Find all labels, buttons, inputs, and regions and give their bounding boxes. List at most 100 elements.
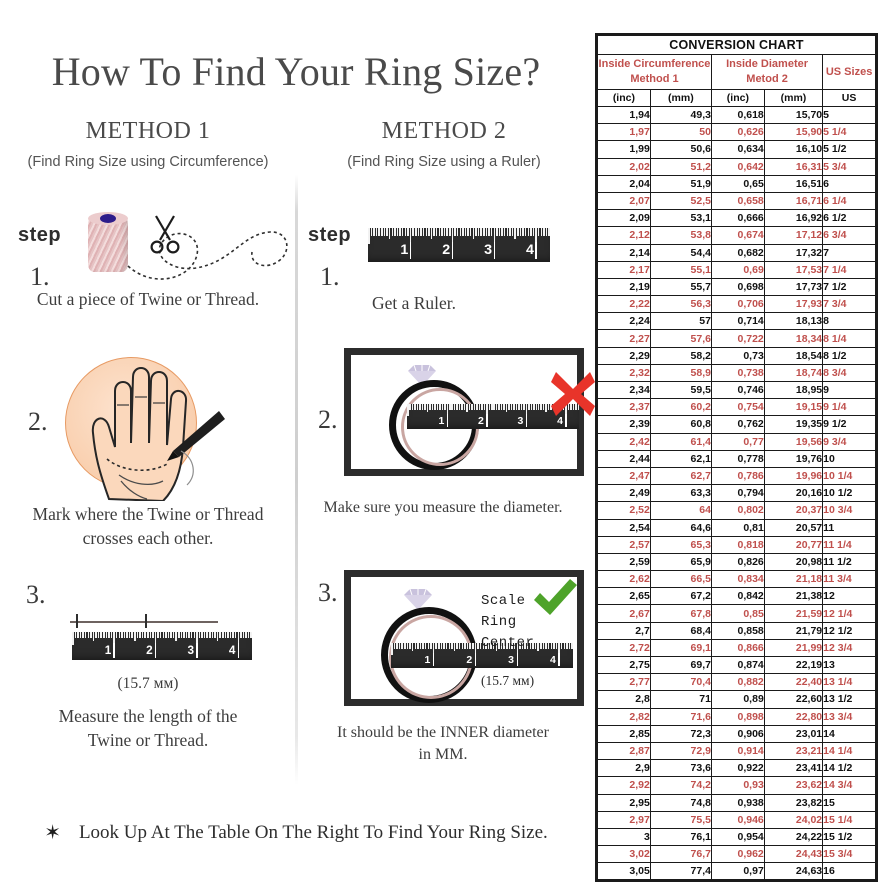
ruler-number: 4	[525, 242, 534, 259]
table-row: 2,72 69,1 0,866 21,99 12 3/4	[597, 638, 876, 658]
table-cell: 0,666	[710, 209, 765, 228]
table-cell: 15 1/4	[822, 810, 876, 829]
table-row: 2,65 67,2 0,842 21,38 12	[597, 587, 876, 606]
table-cell: 18,13	[763, 312, 824, 331]
table-row: 2,54 64,6 0,81 20,57 11	[597, 518, 876, 537]
table-cell: 14 1/4	[822, 741, 876, 761]
table-cell: 0,786	[710, 466, 765, 486]
method-1-step-2-caption: Mark where the Twine or Thread crosses e…	[0, 503, 296, 550]
table-row: 2,62 66,5 0,834 21,18 11 3/4	[597, 570, 876, 589]
table-cell: 0,626	[710, 123, 765, 142]
table-row: 2,09 53,1 0,666 16,92 6 1/2	[597, 209, 876, 228]
step-number-m1-2: 2.	[28, 407, 48, 436]
table-cell: 67,2	[649, 587, 712, 606]
ruler-number: 3	[484, 242, 493, 259]
column-header-3: (mm)	[763, 89, 824, 107]
table-cell: 15	[822, 793, 876, 812]
table-cell: 0,938	[710, 793, 765, 812]
table-cell: 21,38	[763, 587, 824, 606]
table-cell: 20,98	[763, 552, 824, 572]
table-row: 3 76,1 0,954 24,22 15 1/2	[597, 827, 876, 847]
table-cell: 53,1	[649, 209, 712, 228]
table-cell: 12 3/4	[822, 638, 876, 658]
table-cell: 0,634	[710, 140, 765, 159]
table-cell: 49,3	[649, 105, 712, 125]
table-cell: 13 3/4	[822, 707, 876, 726]
step-word-m1: step	[18, 224, 62, 246]
table-row: 2,37 60,2 0,754 19,15 9 1/4	[597, 398, 876, 417]
conversion-chart: CONVERSION CHART Inside Circumference Me…	[595, 33, 878, 883]
table-cell: 6 1/4	[822, 191, 876, 211]
table-cell: 16,71	[763, 191, 824, 211]
method-2-step-3-photo-box: 1 2 3 4 Scale Ring Center (15.7 ᴍᴍ)	[344, 570, 584, 706]
table-cell: 16	[822, 862, 876, 881]
ruler-number: 1	[438, 414, 445, 427]
table-cell: 3,05	[597, 862, 651, 881]
ruler-number: 1	[400, 242, 409, 259]
group-header-line-2: Method 1	[630, 73, 679, 85]
red-x-icon	[551, 372, 595, 416]
table-row: 2,52 64 0,802 20,37 10 3/4	[597, 501, 876, 520]
table-cell: 2,07	[597, 191, 651, 211]
table-cell: 2,34	[597, 380, 651, 400]
table-cell: 55,7	[649, 277, 712, 297]
table-cell: 5 1/2	[822, 140, 876, 159]
table-cell: 11 1/4	[822, 535, 876, 554]
table-cell: 71,6	[649, 707, 712, 726]
table-cell: 2,75	[597, 655, 651, 675]
table-cell: 53,8	[649, 226, 712, 245]
ruler-icon-m2-3: 1 2 3 4	[391, 643, 573, 668]
table-cell: 67,8	[649, 604, 712, 623]
ruler-icon-m2-2: 1 2 3 4	[407, 404, 579, 429]
table-cell: 0,802	[710, 501, 765, 520]
table-row: 2,49 63,3 0,794 20,16 10 1/2	[597, 484, 876, 503]
table-cell: 12 1/4	[822, 604, 876, 623]
table-cell: 61,4	[649, 432, 712, 451]
table-cell: 2,29	[597, 346, 651, 365]
table-cell: 0,746	[710, 380, 765, 400]
table-row: 1,97 50 0,626 15,90 5 1/4	[597, 123, 876, 142]
table-row: 2,85 72,3 0,906 23,01 14	[597, 724, 876, 743]
table-row: 2,67 67,8 0,85 21,59 12 1/4	[597, 604, 876, 623]
table-cell: 14	[822, 724, 876, 743]
table-cell: 22,60	[763, 690, 824, 709]
table-row: 2,77 70,4 0,882 22,40 13 1/4	[597, 673, 876, 692]
table-cell: 2,37	[597, 398, 651, 417]
table-cell: 5 3/4	[822, 157, 876, 176]
table-row: 2,42 61,4 0,77 19,56 9 3/4	[597, 432, 876, 451]
table-cell: 2,77	[597, 673, 651, 692]
table-cell: 0,714	[710, 312, 765, 331]
group-header-line-1: Inside Circumference	[598, 58, 711, 71]
table-cell: 22,80	[763, 707, 824, 726]
table-cell: 20,57	[763, 518, 824, 537]
table-cell: 63,3	[649, 484, 712, 503]
table-cell: 19,76	[763, 449, 824, 468]
table-cell: 0,618	[710, 105, 765, 125]
table-cell: 2,7	[597, 621, 651, 640]
table-cell: 13 1/2	[822, 690, 876, 709]
method-2-step-2-caption: Make sure you measure the diameter.	[323, 499, 563, 516]
table-cell: 9 1/2	[822, 415, 876, 434]
table-cell: 1,94	[597, 105, 651, 125]
table-cell: 0,722	[710, 329, 765, 348]
table-cell: 11	[822, 518, 876, 537]
table-cell: 58,9	[649, 363, 712, 383]
table-cell: 0,922	[710, 759, 765, 778]
table-row: 1,94 49,3 0,618 15,70 5	[597, 105, 876, 125]
scale-label-line-1: Scale	[481, 593, 526, 609]
table-cell: 54,4	[649, 243, 712, 262]
table-cell: 13	[822, 655, 876, 675]
table-cell: 0,954	[710, 827, 765, 847]
table-row: 2,07 52,5 0,658 16,71 6 1/4	[597, 191, 876, 211]
table-cell: 11 3/4	[822, 570, 876, 589]
table-cell: 15,90	[763, 123, 824, 142]
table-row: 2,87 72,9 0,914 23,21 14 1/4	[597, 741, 876, 761]
table-cell: 12 1/2	[822, 621, 876, 640]
hand-with-pen-icon	[91, 367, 225, 501]
table-row: 2,8 71 0,89 22,60 13 1/2	[597, 690, 876, 709]
table-row: 2,57 65,3 0,818 20,77 11 1/4	[597, 535, 876, 554]
ruler-number: 2	[466, 653, 473, 666]
group-header-us-sizes: US Sizes	[822, 54, 876, 90]
table-row: 1,99 50,6 0,634 16,10 5 1/2	[597, 140, 876, 159]
table-cell: 2,02	[597, 157, 651, 176]
